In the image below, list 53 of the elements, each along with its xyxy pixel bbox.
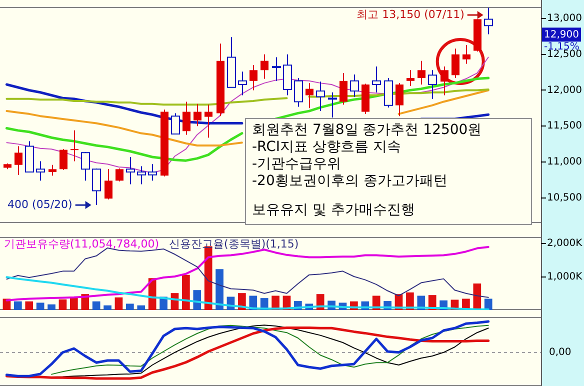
y-tick-label: 1,000K (547, 271, 583, 282)
candlestick (116, 168, 124, 182)
candlestick (406, 70, 414, 86)
candlestick (14, 146, 22, 176)
y-tick-label: 2,000K (547, 238, 583, 250)
annotation: -기관수급우위 (252, 156, 342, 173)
bar (114, 297, 123, 310)
bar (48, 304, 56, 310)
annotation: -RCI지표 상향흐름 지속 (252, 139, 402, 156)
bar (14, 301, 22, 310)
text: 기관보유수량(11,054,784,00) (4, 237, 160, 250)
y-tick-label: 12,500 (547, 48, 582, 60)
candlestick (452, 48, 460, 79)
annotation: 최고 13,150 (07/11) (356, 8, 464, 21)
series-label: 신용잔고율(종목별)(1,15) (169, 237, 299, 250)
bar (70, 297, 78, 310)
candlestick (306, 82, 314, 109)
bar (126, 304, 134, 310)
text: 12,900 (544, 29, 579, 40)
candlestick (104, 168, 112, 200)
bar (473, 283, 482, 310)
annotation: -20횡보권이후의 종가고가패턴 (252, 173, 448, 190)
candlestick (70, 130, 78, 162)
candlestick (194, 103, 202, 127)
bar (92, 301, 100, 310)
candlestick (418, 60, 426, 85)
candlestick (204, 104, 212, 138)
candlestick (60, 148, 68, 170)
bar (484, 298, 492, 310)
y-tick-label: 10,500 (547, 192, 582, 204)
y-tick-label: 11,500 (547, 120, 582, 132)
bar (182, 274, 190, 310)
candlestick (396, 82, 404, 117)
bar (36, 302, 44, 310)
bar (25, 301, 34, 310)
y-tick-label: 12,000 (547, 84, 582, 96)
annotation: 400 (05/20) (8, 198, 72, 211)
candlestick (48, 164, 56, 176)
candlestick (440, 66, 448, 96)
bar (58, 299, 67, 310)
candlestick (250, 64, 258, 91)
ref-line-label: 0,00 (549, 347, 572, 358)
candlestick (462, 44, 470, 64)
y-tick-label: 13,000 (547, 13, 582, 24)
bar (216, 269, 224, 310)
y-tick-label: 11,000 (547, 156, 582, 168)
candlestick (340, 72, 348, 106)
candlestick (260, 54, 268, 80)
annotation: 보유유지 및 추가매수진행 (252, 202, 416, 219)
candlestick (182, 101, 190, 136)
bar (137, 305, 146, 310)
bar (104, 305, 112, 310)
annotation: 회원추천 7월8일 종가추천 12500원 (252, 122, 483, 139)
